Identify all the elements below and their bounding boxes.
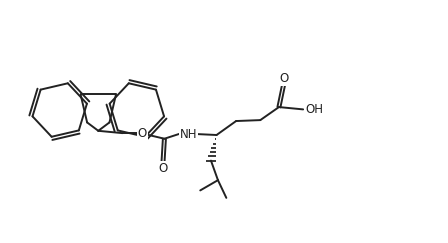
Text: O: O <box>138 127 146 140</box>
Text: OH: OH <box>305 103 323 116</box>
Text: NH: NH <box>180 128 198 140</box>
Text: O: O <box>279 72 288 85</box>
Text: O: O <box>159 162 168 174</box>
